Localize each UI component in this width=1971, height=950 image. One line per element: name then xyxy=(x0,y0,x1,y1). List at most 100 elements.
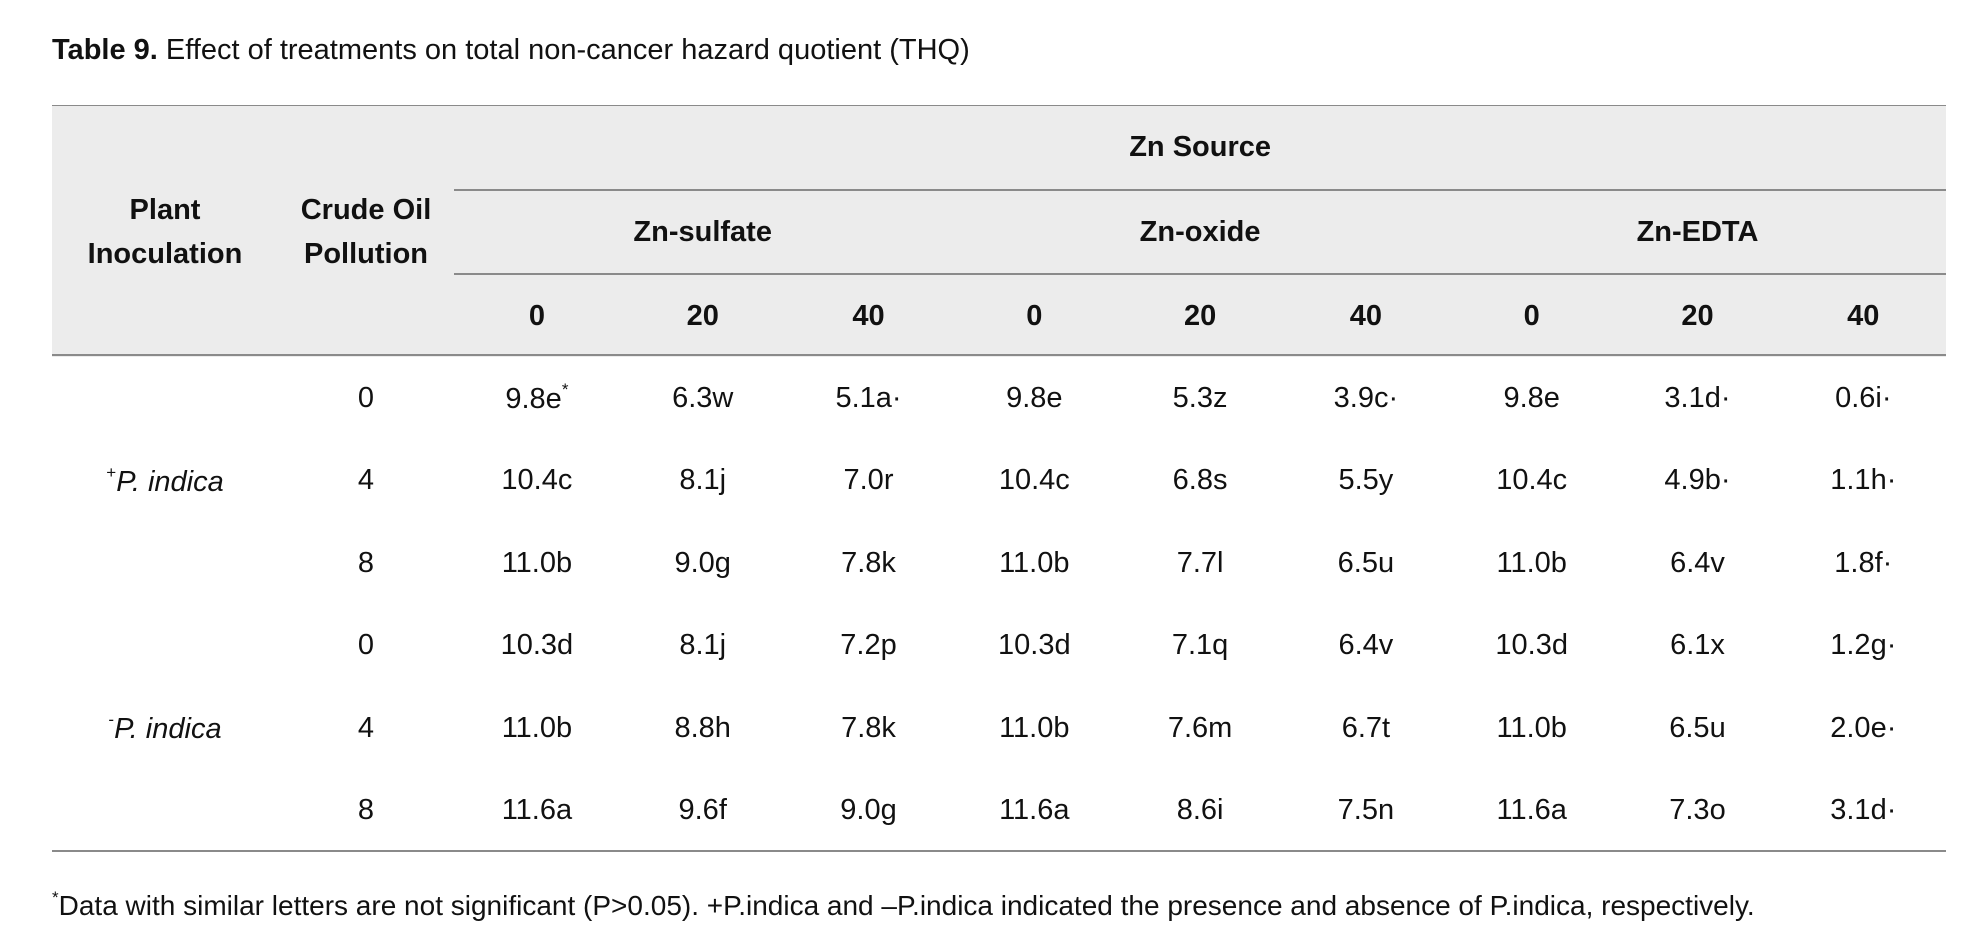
thq-value: 6.4v xyxy=(1338,629,1394,662)
thq-value-cell: 5.1a· xyxy=(786,357,952,440)
header-level: 40 xyxy=(1780,274,1947,357)
thq-value-cell: 9.6f xyxy=(620,770,786,853)
thq-value: 11.0b xyxy=(501,711,573,744)
thq-value: 5.3z xyxy=(1172,381,1228,414)
thq-value-cell: 6.5u xyxy=(1283,522,1449,605)
thq-value-cell: 10.3d xyxy=(454,605,620,688)
thq-value-cell: 6.3w xyxy=(620,357,786,440)
header-level: 20 xyxy=(1117,274,1283,357)
thq-value: 10.4c xyxy=(501,464,573,497)
thq-value-cell: 1.1h· xyxy=(1780,440,1946,523)
thq-table: Plant Inoculation Crude Oil Pollution Zn… xyxy=(52,106,1947,853)
crude-oil-cell: 0 xyxy=(357,629,375,662)
plant-sign: + xyxy=(106,462,117,482)
thq-value: 8.1j xyxy=(679,629,727,662)
thq-value-cell: 10.3d xyxy=(1449,605,1615,688)
header-level: 0 xyxy=(951,274,1118,357)
thq-value: 6.8s xyxy=(1172,464,1228,497)
thq-value: 3.1d· xyxy=(1830,794,1897,827)
footnote-text: Data with similar letters are not signif… xyxy=(58,890,1755,921)
thq-value-cell: 0.6i· xyxy=(1780,357,1946,440)
thq-value: 6.3w xyxy=(672,381,734,414)
thq-value: 7.0r xyxy=(843,464,894,497)
thq-value: 11.0b xyxy=(1496,546,1567,579)
thq-value-cell: 9.8e xyxy=(951,357,1117,440)
thq-value: 9.6f xyxy=(678,794,727,827)
thq-value: 7.8k xyxy=(841,711,896,744)
thq-value-cell: 8.1j xyxy=(620,605,786,688)
plant-inoculation-cell: -P. indica xyxy=(52,605,278,853)
thq-value: 10.3d xyxy=(500,629,574,662)
thq-value: 8.1j xyxy=(679,464,727,497)
thq-value: 7.7l xyxy=(1176,546,1224,579)
thq-value-cell: 7.3o xyxy=(1615,770,1781,853)
thq-value-cell: 6.4v xyxy=(1615,522,1781,605)
thq-value-cell: 9.0g xyxy=(786,770,952,853)
thq-value-cell: 3.9c· xyxy=(1283,357,1449,440)
thq-value: 10.3d xyxy=(998,629,1071,662)
thq-value-cell: 11.0b xyxy=(951,522,1117,605)
thq-value: 8.8h xyxy=(674,711,731,744)
thq-value-cell: 7.5n xyxy=(1283,770,1449,853)
thq-value-cell: 1.8f· xyxy=(1780,522,1946,605)
thq-value-cell: 6.1x xyxy=(1615,605,1781,688)
thq-value-cell: 7.0r xyxy=(786,440,952,523)
thq-value-cell: 3.1d· xyxy=(1615,357,1781,440)
thq-value-cell: 8.8h xyxy=(620,687,786,770)
thq-value-cell: 7.8k xyxy=(786,687,952,770)
thq-value: 9.0g xyxy=(674,546,731,579)
plant-name: P. indica xyxy=(114,713,222,746)
caption-text: Effect of treatments on total non-cancer… xyxy=(165,34,970,66)
thq-value-cell: 5.3z xyxy=(1117,357,1283,440)
thq-value: 11.6a xyxy=(501,794,573,827)
thq-value-cell: 11.6a xyxy=(1449,770,1615,853)
thq-value-cell: 7.6m xyxy=(1117,687,1283,770)
thq-value-cell: 11.6a xyxy=(454,770,620,853)
thq-value: 11.6a xyxy=(999,794,1070,827)
thq-value-cell: 11.0b xyxy=(1449,687,1615,770)
thq-value-cell: 6.4v xyxy=(1283,605,1449,688)
thq-value: 2.0e· xyxy=(1830,711,1897,744)
thq-value: 6.7t xyxy=(1341,711,1391,744)
thq-value: 6.1x xyxy=(1670,629,1725,662)
crude-oil-cell: 8 xyxy=(357,546,375,579)
thq-value: 11.0b xyxy=(501,546,573,579)
thq-value-cell: 11.0b xyxy=(454,687,620,770)
table-row: 4 10.4c 8.1j 7.0r 10.4c 6.8s 5.5y 10.4c 4.9b· 1.1… xyxy=(52,440,1946,523)
header-level: 40 xyxy=(1282,274,1449,357)
thq-value-cell: 8.6i xyxy=(1117,770,1283,853)
thq-value: 11.0b xyxy=(999,546,1070,579)
thq-value: 1.8f· xyxy=(1834,546,1893,579)
plant-sign: - xyxy=(108,710,115,730)
thq-value: 6.5u xyxy=(1669,711,1726,744)
thq-value-cell: 5.5y xyxy=(1283,440,1449,523)
table-row: +P. indica 0 9.8e* 6.3w 5.1a· 9.8e 5.3z 3.9c· 9.… xyxy=(52,357,1946,498)
thq-value-cell: 3.1d· xyxy=(1780,770,1946,853)
header-crude-oil-pollution: Crude Oil Pollution xyxy=(278,106,454,357)
thq-value: 7.5n xyxy=(1337,794,1395,827)
thq-value-cell: 7.1q xyxy=(1117,605,1283,688)
thq-value: 0.6i· xyxy=(1835,381,1892,414)
plant-name: P. indica xyxy=(116,465,224,498)
thq-value: 3.9c· xyxy=(1333,381,1399,414)
thq-value-cell: 1.2g· xyxy=(1780,605,1946,688)
thq-value: 11.0b xyxy=(1496,711,1567,744)
thq-value-cell: 9.8e xyxy=(1449,357,1615,440)
header-level: 0 xyxy=(1448,274,1615,357)
thq-value-cell: 11.0b xyxy=(951,687,1117,770)
crude-oil-cell: 0 xyxy=(357,381,375,414)
table-row: 8 11.6a 9.6f 9.0g 11.6a 8.6i 7.5n 11.6a 7.3o 3.1d… xyxy=(52,770,1946,853)
caption-label: Table 9. xyxy=(52,34,158,66)
thq-value-cell: 10.4c xyxy=(951,440,1117,523)
thq-value: 9.8e xyxy=(1006,381,1063,414)
thq-value: 8.6i xyxy=(1176,794,1224,827)
thq-value-cell: 9.8e* xyxy=(454,357,620,440)
thq-value: 4.9b· xyxy=(1664,464,1731,497)
thq-value-cell: 2.0e· xyxy=(1780,687,1946,770)
thq-value: 7.6m xyxy=(1167,711,1233,744)
header-level: 20 xyxy=(619,274,786,357)
header-level: 20 xyxy=(1614,274,1781,357)
crude-oil-cell: 4 xyxy=(357,464,375,497)
header-zn-source: Zn Source xyxy=(454,106,1947,191)
thq-value-cell: 11.6a xyxy=(951,770,1117,853)
